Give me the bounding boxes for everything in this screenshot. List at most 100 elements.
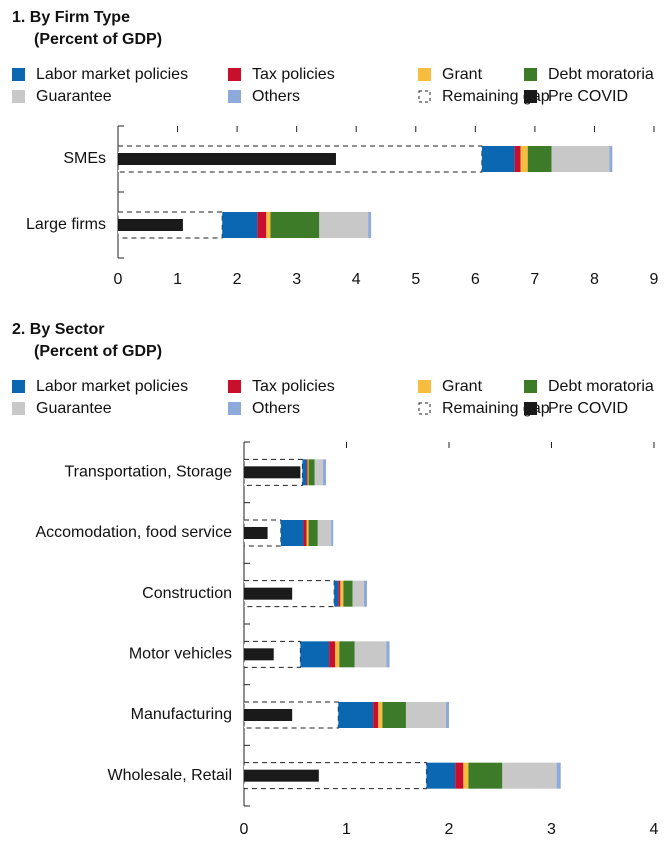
x-tick-label: 3 (547, 821, 556, 838)
pre-covid-bar (244, 587, 293, 600)
x-tick-label: 6 (471, 271, 480, 288)
bar-segment (514, 146, 521, 172)
bar-segment (352, 580, 364, 607)
chart-title: 1. By Firm Type (12, 9, 130, 26)
bar-segment (368, 212, 372, 238)
legend-label: Debt moratoria (548, 66, 654, 83)
bar-segment (314, 459, 323, 486)
legend-label: Guarantee (36, 400, 112, 417)
category-label: Transportation, Storage (65, 464, 233, 481)
bar-segment (308, 459, 315, 486)
x-tick-label: 5 (411, 271, 420, 288)
legend-swatch (12, 68, 25, 81)
pre-covid-bar (244, 769, 319, 782)
category-label: SMEs (63, 150, 106, 167)
bar-segment (317, 520, 332, 546)
pre-covid-bar (118, 219, 183, 231)
category-label: Construction (142, 585, 232, 602)
pre-covid-bar (244, 527, 268, 539)
legend-label: Remaining gap (442, 88, 550, 105)
bar-segment (378, 702, 383, 728)
bar-segment (373, 702, 379, 728)
bar-segment (322, 459, 326, 486)
pre-covid-bar (244, 466, 301, 479)
bar-segment (343, 580, 353, 607)
bar-segment (556, 762, 561, 789)
legend-label: Pre COVID (548, 400, 628, 417)
legend-swatch (524, 402, 537, 415)
bar-segment (306, 520, 309, 546)
x-tick-label: 2 (445, 821, 454, 838)
legend-swatch (418, 68, 431, 81)
bar-segment (551, 146, 610, 172)
bar-segment (302, 459, 307, 486)
legend-label: Remaining gap (442, 400, 550, 417)
pre-covid-bar (118, 153, 336, 165)
pre-covid-bar (244, 709, 293, 721)
legend-label: Tax policies (252, 378, 335, 395)
bar-segment (319, 212, 369, 238)
bar-segment (405, 702, 446, 728)
category-label: Manufacturing (131, 706, 232, 723)
bar-segment (468, 762, 503, 789)
legend-swatch (228, 68, 241, 81)
bar-segment (520, 146, 528, 172)
x-tick-label: 2 (233, 271, 242, 288)
legend-label: Labor market policies (36, 378, 188, 395)
chart-title: 2. By Sector (12, 321, 104, 338)
bar-segment (609, 146, 613, 172)
bar-segment (329, 641, 336, 668)
legend-swatch (228, 402, 241, 415)
bar-segment (331, 520, 334, 546)
category-label: Wholesale, Retail (108, 767, 233, 784)
bar-segment (306, 459, 308, 486)
legend-swatch (12, 90, 25, 103)
x-tick-label: 1 (173, 271, 182, 288)
x-tick-label: 1 (342, 821, 351, 838)
bar-segment (445, 702, 449, 728)
chart-subtitle: (Percent of GDP) (34, 343, 162, 360)
bar-segment (426, 762, 456, 789)
x-tick-label: 3 (292, 271, 301, 288)
bar-segment (455, 762, 464, 789)
legend-swatch (228, 380, 241, 393)
bar-segment (222, 212, 258, 238)
bar-segment (527, 146, 552, 172)
bar-segment (363, 580, 367, 607)
legend-swatch (524, 90, 537, 103)
legend-label: Pre COVID (548, 88, 628, 105)
bar-segment (481, 146, 515, 172)
legend-label: Debt moratoria (548, 378, 654, 395)
legend-swatch (524, 68, 537, 81)
legend-swatch (228, 90, 241, 103)
bar-segment (257, 212, 267, 238)
bar-segment (338, 580, 341, 607)
category-label: Accomodation, food service (35, 524, 232, 541)
bar-segment (307, 459, 309, 486)
legend-swatch (418, 380, 431, 393)
legend-swatch (418, 402, 431, 415)
pre-covid-bar (244, 648, 274, 661)
bar-segment (339, 641, 355, 668)
x-tick-label: 0 (240, 821, 249, 838)
legend-label: Guarantee (36, 88, 112, 105)
bar-segment (270, 212, 320, 238)
bar-segment (340, 580, 344, 607)
legend-swatch (12, 380, 25, 393)
bar-segment (338, 702, 374, 728)
bar-segment (463, 762, 469, 789)
bar-segment (303, 520, 307, 546)
bar-segment (502, 762, 557, 789)
legend-swatch (12, 402, 25, 415)
bar-segment (334, 580, 339, 607)
chart-subtitle: (Percent of GDP) (34, 31, 162, 48)
x-tick-label: 4 (650, 821, 659, 838)
legend-label: Tax policies (252, 66, 335, 83)
category-label: Motor vehicles (129, 646, 232, 663)
x-tick-label: 8 (590, 271, 599, 288)
category-label: Large firms (26, 216, 106, 233)
bar-segment (335, 641, 340, 668)
legend-label: Grant (442, 378, 483, 395)
legend-swatch (418, 90, 431, 103)
bar-segment (280, 520, 304, 546)
